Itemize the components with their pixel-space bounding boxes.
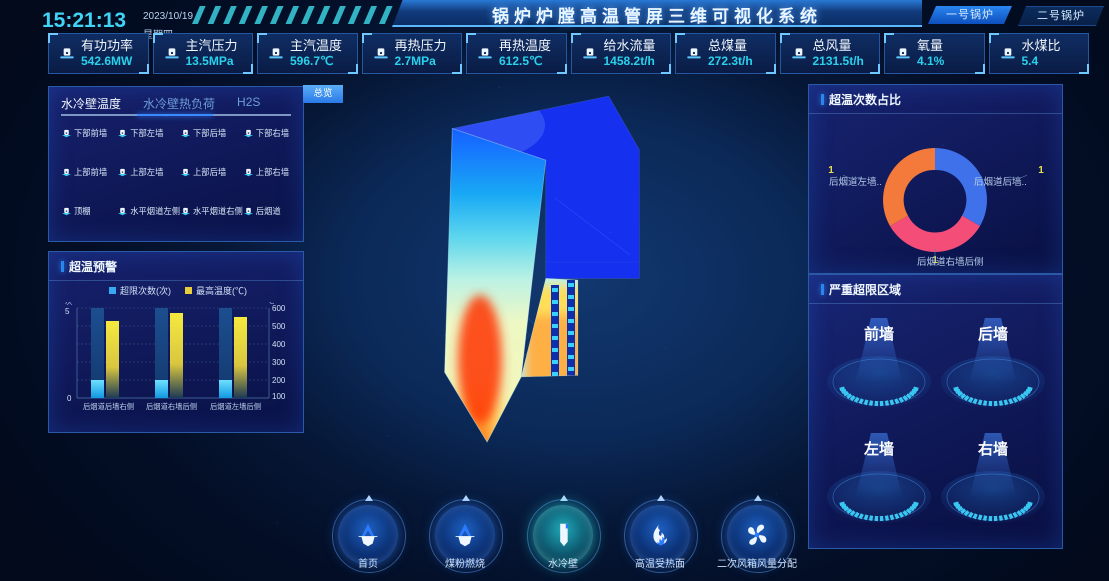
svg-text:后烟道右墙后侧: 后烟道右墙后侧	[917, 256, 984, 268]
svg-text:5: 5	[65, 307, 70, 316]
svg-text:0: 0	[67, 394, 72, 403]
svg-text:400: 400	[272, 340, 286, 349]
svg-text:1: 1	[828, 165, 834, 176]
svg-text:次: 次	[65, 302, 73, 306]
svg-text:200: 200	[272, 376, 286, 385]
svg-text:1: 1	[1038, 165, 1044, 176]
svg-text:600: 600	[272, 304, 286, 313]
svg-text:100: 100	[272, 392, 286, 401]
svg-text:后烟道后墙右侧: 后烟道后墙右侧	[83, 402, 134, 411]
svg-text:后烟道左墙后侧: 后烟道左墙后侧	[210, 402, 261, 411]
svg-text:300: 300	[272, 358, 286, 367]
svg-text:后烟道右墙后侧: 后烟道右墙后侧	[146, 402, 197, 411]
svg-text:500: 500	[272, 322, 286, 331]
